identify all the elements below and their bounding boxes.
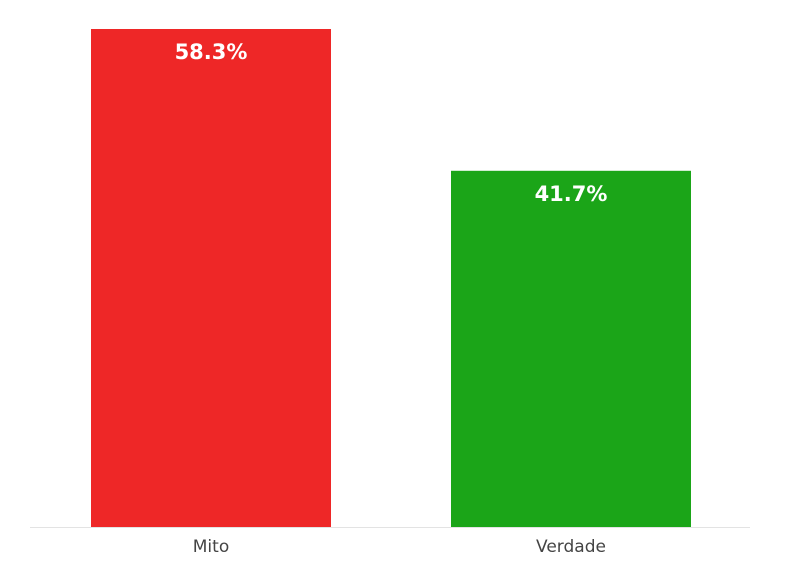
x-tick-label: Verdade xyxy=(536,537,606,557)
value-label: 41.7% xyxy=(535,182,608,206)
value-label: 58.3% xyxy=(175,40,248,64)
x-tick-label: Mito xyxy=(193,537,229,557)
bar xyxy=(91,29,331,527)
bar xyxy=(451,170,691,527)
